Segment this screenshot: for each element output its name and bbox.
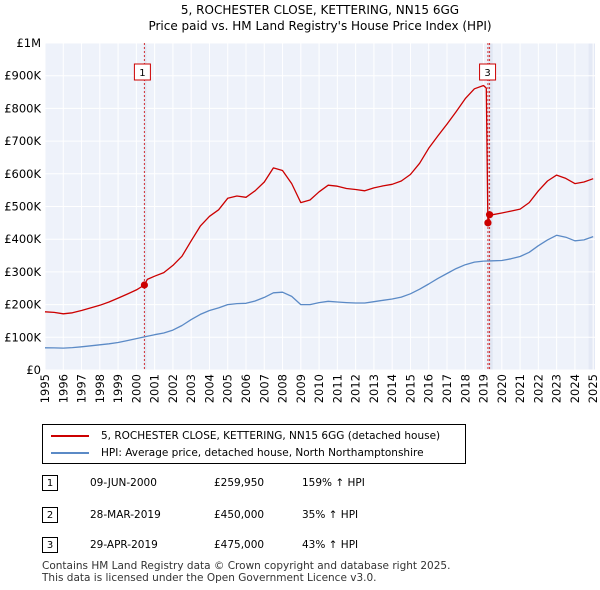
sale-hpi-change: 159% ↑ HPI — [302, 477, 365, 489]
sale-number-badge: 3 — [42, 537, 58, 553]
hpi-series-line — [44, 234, 594, 349]
sale-date: 29-APR-2019 — [90, 539, 158, 551]
y-tick-label: £200K — [4, 298, 41, 312]
x-tick-label: 2024 — [568, 374, 582, 403]
legend-label-hpi: HPI: Average price, detached house, Nort… — [101, 447, 424, 459]
y-tick-label: £0 — [26, 363, 41, 377]
legend: 5, ROCHESTER CLOSE, KETTERING, NN15 6GG … — [42, 424, 466, 464]
x-tick-label: 2014 — [385, 374, 399, 403]
sale-price: £475,000 — [214, 539, 265, 551]
x-tick-label: 2009 — [294, 374, 308, 403]
chart-label-frame — [479, 63, 497, 81]
sale-point-3 — [485, 211, 494, 219]
footer-copyright: Contains HM Land Registry data © Crown c… — [42, 560, 451, 572]
x-tick-label: 2006 — [239, 374, 253, 403]
x-tick-label: 2020 — [495, 374, 509, 403]
x-tick-label: 2023 — [550, 374, 564, 403]
x-tick-label: 2017 — [440, 374, 454, 403]
sale-price: £450,000 — [214, 509, 265, 521]
chart-label-text: 1 — [139, 68, 145, 79]
legend-item-hpi: HPI: Average price, detached house, Nort… — [51, 445, 424, 461]
chart-label-box-3: 3 — [479, 63, 497, 81]
x-tick-label: 2016 — [422, 374, 436, 403]
x-tick-label: 2004 — [202, 374, 216, 403]
x-tick-label: 1996 — [56, 374, 70, 403]
x-tick-label: 2000 — [129, 374, 143, 403]
sale-hpi-change: 35% ↑ HPI — [302, 509, 359, 521]
y-tick-label: £900K — [4, 69, 41, 83]
chart-label-frame — [133, 63, 151, 81]
x-tick-label: 2015 — [403, 374, 417, 403]
y-tick-label: £100K — [4, 330, 41, 344]
x-tick-label: 2011 — [330, 374, 344, 403]
sale-number-badge: 2 — [42, 507, 58, 523]
legend-swatch-property — [51, 435, 89, 437]
chart-title: 5, ROCHESTER CLOSE, KETTERING, NN15 6GG — [181, 3, 459, 17]
legend-swatch-hpi — [51, 452, 89, 454]
y-tick-label: £700K — [4, 134, 41, 148]
sale-price: £259,950 — [214, 477, 265, 489]
chart: 5, ROCHESTER CLOSE, KETTERING, NN15 6GG … — [4, 3, 600, 403]
sale-point-2 — [484, 219, 492, 227]
chart-subtitle: Price paid vs. HM Land Registry's House … — [148, 19, 491, 33]
chart-label-text: 3 — [484, 68, 490, 79]
sale-hpi-change: 43% ↑ HPI — [302, 539, 359, 551]
x-tick-label: 1997 — [75, 374, 89, 403]
x-tick-label: 2010 — [312, 374, 326, 403]
chart-label-box-1: 1 — [133, 63, 151, 81]
x-tick-label: 2003 — [184, 374, 198, 403]
y-tick-label: £1M — [16, 36, 41, 50]
sale-point-1 — [140, 281, 149, 289]
sale-date: 28-MAR-2019 — [90, 509, 161, 521]
x-tick-label: 2002 — [166, 374, 180, 403]
x-tick-label: 1998 — [93, 374, 107, 403]
legend-label-property: 5, ROCHESTER CLOSE, KETTERING, NN15 6GG … — [101, 430, 441, 442]
footer: Contains HM Land Registry data © Crown c… — [42, 560, 450, 584]
x-tick-label: 2005 — [221, 374, 235, 403]
y-tick-label: £400K — [4, 232, 41, 246]
x-tick-label: 2018 — [458, 374, 472, 403]
x-tick-label: 2022 — [531, 374, 545, 403]
sale-number-badge: 1 — [42, 475, 58, 491]
x-tick-label: 2021 — [513, 374, 527, 403]
x-tick-label: 2012 — [349, 374, 363, 403]
x-tick-label: 2008 — [276, 374, 290, 403]
footer-licence: This data is licensed under the Open Gov… — [42, 572, 377, 584]
y-tick-label: £300K — [4, 265, 41, 279]
y-tick-label: £500K — [4, 200, 41, 214]
x-tick-label: 1995 — [38, 374, 52, 403]
x-tick-label: 2001 — [148, 374, 162, 403]
y-tick-label: £600K — [4, 167, 41, 181]
x-tick-label: 2019 — [477, 374, 491, 403]
x-tick-label: 2013 — [367, 374, 381, 403]
x-tick-label: 2007 — [257, 374, 271, 403]
legend-item-property: 5, ROCHESTER CLOSE, KETTERING, NN15 6GG … — [51, 428, 440, 444]
y-tick-label: £800K — [4, 101, 41, 115]
x-tick-label: 2025 — [586, 374, 600, 403]
sale-date: 09-JUN-2000 — [90, 477, 157, 489]
x-tick-label: 1999 — [111, 374, 125, 403]
